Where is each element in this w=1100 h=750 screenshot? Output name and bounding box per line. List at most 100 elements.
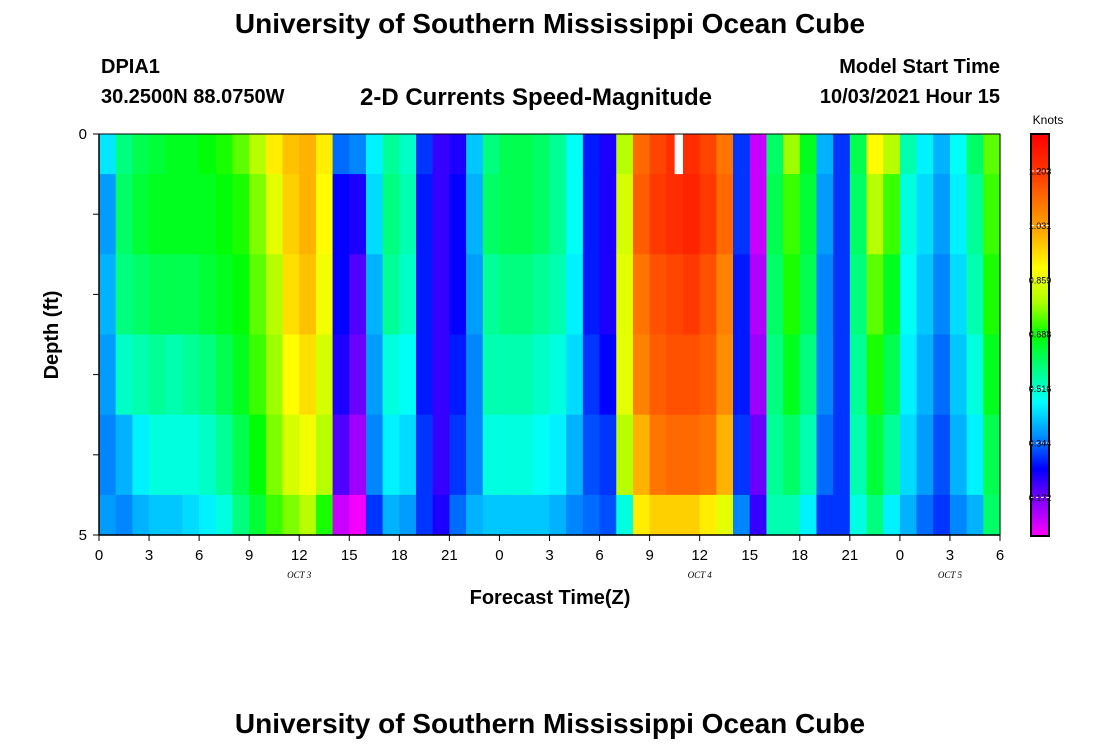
heatmap-cell: [966, 134, 984, 175]
heatmap-cell: [616, 494, 634, 536]
heatmap-cell: [983, 494, 1001, 536]
heatmap-cell: [916, 174, 934, 255]
heatmap-cell: [649, 174, 667, 255]
heatmap-cell: [382, 254, 400, 336]
heatmap-cell: [799, 494, 818, 536]
heatmap-cell: [349, 134, 367, 175]
heatmap-cell: [466, 334, 484, 416]
heatmap-cell: [165, 134, 184, 175]
heatmap-cell: [332, 414, 350, 496]
x-tick-label: 15: [741, 547, 758, 564]
heatmap-cell: [315, 174, 334, 255]
heatmap-cell: [866, 174, 884, 255]
heatmap-cell: [582, 174, 601, 255]
colorbar-tick-label: 1.031: [1029, 221, 1052, 231]
heatmap-cell: [816, 334, 834, 416]
heatmap-cell: [833, 334, 851, 416]
heatmap-cell: [432, 134, 450, 175]
heatmap-cell: [416, 494, 434, 536]
heatmap-cell: [833, 254, 851, 336]
heatmap-cell: [482, 414, 501, 496]
heatmap-cell: [416, 174, 434, 255]
station-coords: 30.2500N 88.0750W: [101, 86, 285, 108]
colorbar-tick-label: 0.516: [1029, 384, 1052, 394]
heatmap-cell: [666, 174, 684, 255]
heatmap-cell: [916, 134, 934, 175]
heatmap-cell: [516, 174, 534, 255]
heatmap-cell: [349, 334, 367, 416]
heatmap-cell: [249, 494, 267, 536]
heatmap-cell: [132, 494, 150, 536]
heatmap-cell: [883, 134, 901, 175]
heatmap-cell: [699, 174, 717, 255]
heatmap-cell: [849, 174, 868, 255]
heatmap-cell: [249, 334, 267, 416]
x-tick-label: 6: [195, 547, 203, 564]
heatmap-cell: [649, 254, 667, 336]
heatmap-cell: [215, 174, 234, 255]
colorbar-tick-label: 1.203: [1029, 167, 1052, 177]
heatmap-cell: [332, 494, 350, 536]
heatmap-cell: [132, 174, 150, 255]
heatmap-cell: [599, 254, 617, 336]
heatmap-cell: [949, 254, 968, 336]
heatmap-cell: [616, 334, 634, 416]
heatmap-cell: [783, 334, 801, 416]
heatmap-cell: [482, 254, 501, 336]
heatmap-cell: [232, 334, 250, 416]
heatmap-cell: [416, 414, 434, 496]
colorbar: 0.172 0.344 0.516 0.688 0.859 1.031 1.203: [1029, 133, 1052, 537]
heatmap-cell: [949, 134, 968, 175]
heatmap-cell: [449, 414, 467, 496]
heatmap-cell: [949, 494, 968, 536]
colorbar-tick-label: 0.344: [1029, 438, 1052, 448]
heatmap-cell: [232, 494, 250, 536]
heatmap-cell: [866, 414, 884, 496]
heatmap-cell: [783, 494, 801, 536]
heatmap-cell: [966, 334, 984, 416]
heatmap-cell: [916, 254, 934, 336]
heatmap-cell: [282, 174, 300, 255]
heatmap-cell: [549, 134, 567, 175]
heatmap-cell: [149, 254, 167, 336]
heatmap-cell: [299, 174, 317, 255]
heatmap-cell: [766, 174, 784, 255]
x-tick-label: 21: [841, 547, 858, 564]
heatmap-cell: [749, 174, 768, 255]
heatmap-cell: [182, 334, 200, 416]
heatmap-cell: [466, 134, 484, 175]
heatmap-cell: [716, 174, 734, 255]
heatmap-cell: [733, 334, 751, 416]
heatmap-cell: [249, 174, 267, 255]
heatmap-cell: [566, 494, 584, 536]
heatmap-cell: [499, 334, 517, 416]
heatmap-cell: [466, 494, 484, 536]
heatmap-cell: [899, 134, 918, 175]
heatmap-cell: [399, 414, 417, 496]
heatmap-cell: [899, 174, 918, 255]
heatmap-cell: [883, 254, 901, 336]
chart-title: 2-D Currents Speed-Magnitude: [360, 84, 713, 111]
heatmap-cell: [315, 134, 334, 175]
heatmap-cell: [466, 174, 484, 255]
heatmap-cell: [599, 334, 617, 416]
heatmap-cell: [416, 134, 434, 175]
heatmap-cell: [382, 134, 400, 175]
heatmap-cell: [99, 334, 117, 416]
heatmap-cell: [699, 134, 717, 175]
heatmap-cell: [866, 254, 884, 336]
heatmap-cell: [899, 494, 918, 536]
station-id: DPIA1: [101, 56, 160, 78]
heatmap-cell: [249, 134, 267, 175]
heatmap-cell: [249, 414, 267, 496]
heatmap-cell: [849, 334, 868, 416]
heatmap-cell: [215, 414, 234, 496]
heatmap-cell: [115, 494, 133, 536]
heatmap-cell: [783, 134, 801, 175]
heatmap-cell: [632, 414, 651, 496]
heatmap-cell: [449, 494, 467, 536]
heatmap-cell: [933, 134, 951, 175]
heatmap-cell: [349, 174, 367, 255]
heatmap-cell: [549, 254, 567, 336]
heatmap-cell: [265, 334, 284, 416]
